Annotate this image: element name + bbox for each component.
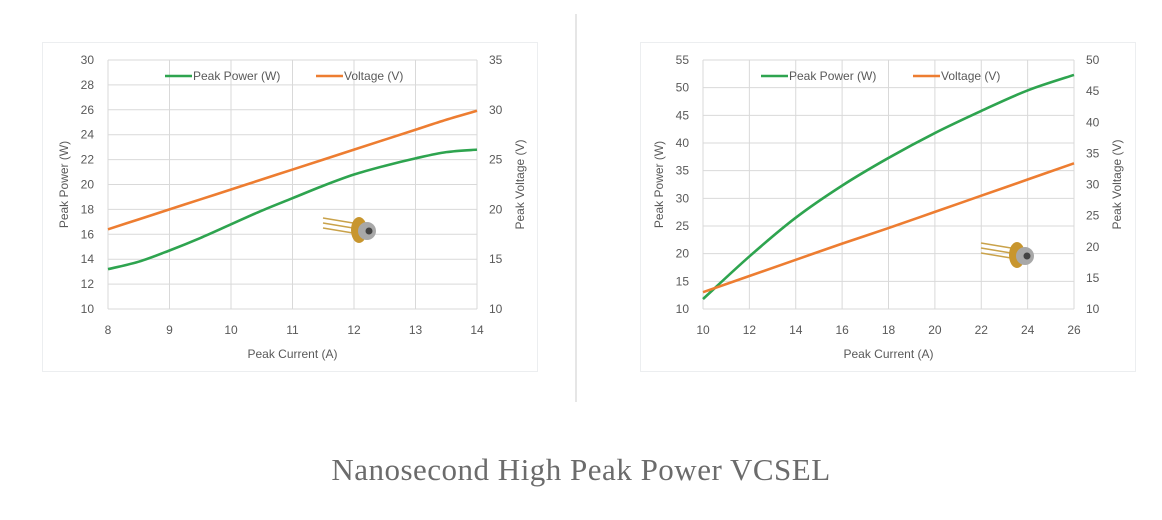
y2-tick-label: 25 (1086, 209, 1100, 223)
x-axis-label: Peak Current (A) (247, 347, 337, 361)
y-tick-label: 12 (81, 277, 95, 291)
legend-label: Voltage (V) (941, 69, 1000, 83)
series-line-peak-power (107, 148, 478, 271)
x-tick-label: 14 (470, 323, 484, 337)
y-axis-label: Peak Power (W) (652, 141, 666, 228)
legend-label: Peak Power (W) (789, 69, 876, 83)
y2-tick-label: 20 (489, 202, 503, 216)
y2-axis-label: Peak Voltage (V) (1110, 139, 1124, 229)
y2-tick-label: 35 (489, 53, 503, 67)
x-tick-label: 9 (166, 323, 173, 337)
y2-tick-label: 15 (489, 252, 503, 266)
chart-left: 10 12 14 16 18 20 22 24 26 28 30 8 9 10 11 12 13 14 10 15 20… (57, 53, 527, 361)
y-tick-label: 16 (81, 227, 95, 241)
y-tick-label: 50 (676, 81, 690, 95)
y2-tick-label: 30 (1086, 178, 1100, 192)
chart-right: 10 15 20 25 30 35 40 45 50 55 10 12 14 16 18 20 22 24 26 10… (652, 53, 1124, 361)
y-tick-label: 18 (81, 202, 95, 216)
chart-card-left: 10 12 14 16 18 20 22 24 26 28 30 8 9 10 11 12 13 14 10 15 20… (42, 42, 538, 372)
series-line-voltage (107, 109, 478, 231)
y-tick-label: 26 (81, 103, 95, 117)
y2-tick-label: 15 (1086, 271, 1100, 285)
legend-label: Peak Power (W) (193, 69, 280, 83)
x-tick-label: 12 (743, 323, 757, 337)
y-tick-label: 24 (81, 128, 95, 142)
x-tick-label: 24 (1021, 323, 1035, 337)
y-tick-label: 45 (676, 108, 690, 122)
x-tick-label: 11 (286, 323, 299, 337)
y-tick-label: 14 (81, 252, 95, 266)
series-line-voltage (702, 162, 1075, 294)
x-tick-label: 12 (347, 323, 361, 337)
laser-diode-image (322, 217, 376, 243)
y2-tick-label: 10 (489, 302, 503, 316)
x-tick-label: 26 (1067, 323, 1081, 337)
y-tick-label: 30 (81, 53, 95, 67)
y-tick-label: 10 (81, 302, 95, 316)
x-tick-label: 10 (696, 323, 710, 337)
y-tick-label: 25 (676, 219, 690, 233)
y-tick-label: 28 (81, 78, 95, 92)
caption: Nanosecond High Peak Power VCSEL (331, 452, 831, 487)
x-tick-label: 8 (105, 323, 112, 337)
x-axis-label: Peak Current (A) (843, 347, 933, 361)
y-tick-label: 22 (81, 153, 95, 167)
y-tick-label: 20 (676, 247, 690, 261)
x-tick-label: 14 (789, 323, 803, 337)
y2-tick-label: 45 (1086, 84, 1100, 98)
y-tick-label: 10 (676, 302, 690, 316)
y2-tick-label: 20 (1086, 240, 1100, 254)
legend-label: Voltage (V) (344, 69, 403, 83)
x-tick-label: 18 (882, 323, 896, 337)
y-tick-label: 35 (676, 164, 690, 178)
x-tick-label: 20 (928, 323, 942, 337)
y2-axis-label: Peak Voltage (V) (513, 139, 527, 229)
x-tick-label: 10 (224, 323, 238, 337)
y2-tick-label: 25 (489, 153, 503, 167)
laser-diode-image (980, 242, 1034, 268)
y-tick-label: 40 (676, 136, 690, 150)
x-tick-label: 22 (975, 323, 989, 337)
chart-card-right: 10 15 20 25 30 35 40 45 50 55 10 12 14 16 18 20 22 24 26 10… (640, 42, 1136, 372)
y-tick-label: 30 (676, 191, 690, 205)
y2-tick-label: 10 (1086, 302, 1100, 316)
y-axis-label: Peak Power (W) (57, 141, 71, 228)
y2-tick-label: 40 (1086, 115, 1100, 129)
y-tick-label: 55 (676, 53, 690, 67)
y2-tick-label: 30 (489, 103, 503, 117)
y-tick-label: 15 (676, 274, 690, 288)
series-line-peak-power (702, 73, 1075, 300)
x-tick-label: 13 (409, 323, 423, 337)
panel-divider (575, 14, 577, 402)
y-tick-label: 20 (81, 178, 95, 192)
y2-tick-label: 35 (1086, 146, 1100, 160)
y2-tick-label: 50 (1086, 53, 1100, 67)
x-tick-label: 16 (835, 323, 849, 337)
